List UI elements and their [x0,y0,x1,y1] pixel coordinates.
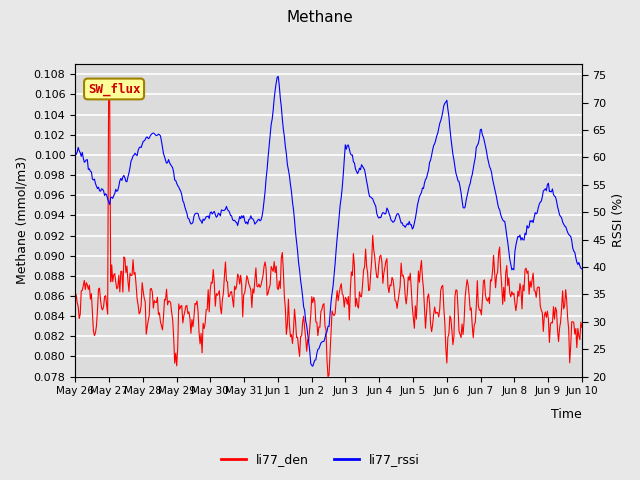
Legend: li77_den, li77_rssi: li77_den, li77_rssi [216,448,424,471]
Text: Methane: Methane [287,10,353,24]
Y-axis label: RSSI (%): RSSI (%) [612,193,625,248]
Y-axis label: Methane (mmol/m3): Methane (mmol/m3) [15,156,28,285]
Text: SW_flux: SW_flux [88,82,140,96]
X-axis label: Time: Time [551,408,582,421]
